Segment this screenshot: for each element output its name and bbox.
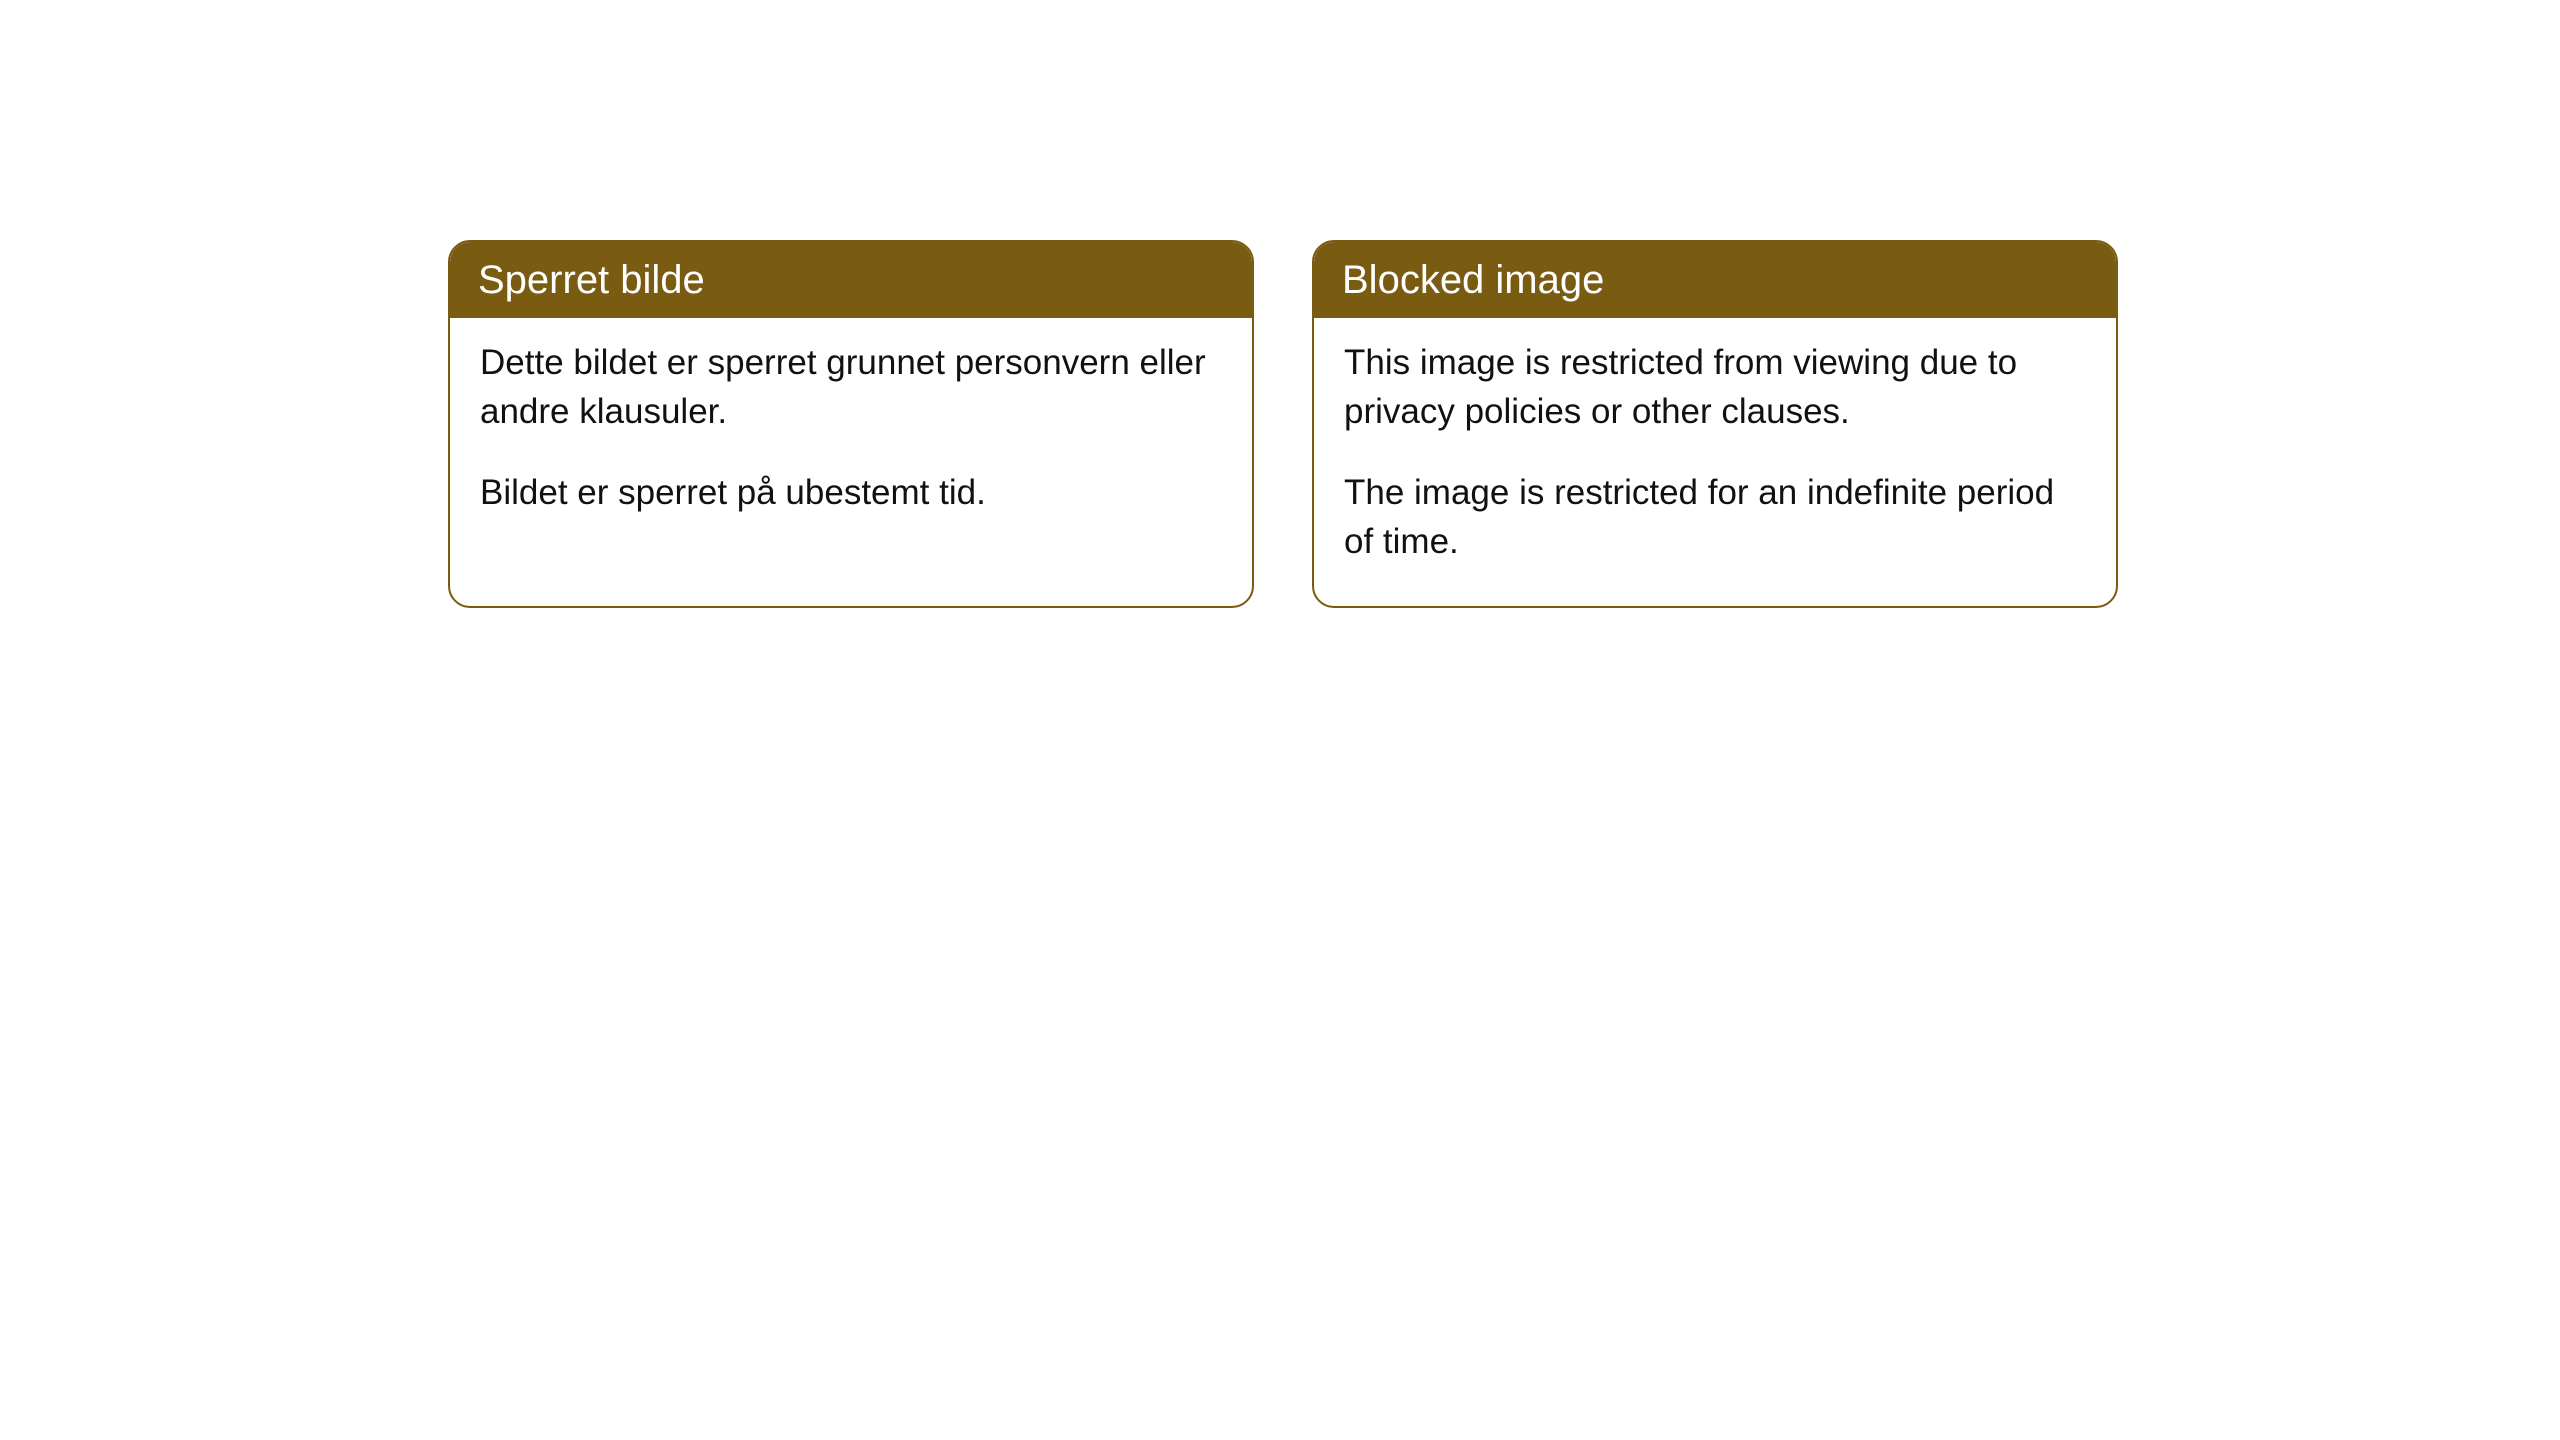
- card-title: Sperret bilde: [478, 258, 705, 302]
- card-norwegian: Sperret bilde Dette bildet er sperret gr…: [448, 240, 1254, 608]
- card-paragraph: Bildet er sperret på ubestemt tid.: [480, 468, 1222, 517]
- card-title: Blocked image: [1342, 258, 1604, 302]
- card-paragraph: Dette bildet er sperret grunnet personve…: [480, 338, 1222, 436]
- card-paragraph: This image is restricted from viewing du…: [1344, 338, 2086, 436]
- card-header: Blocked image: [1314, 242, 2116, 318]
- notice-cards-container: Sperret bilde Dette bildet er sperret gr…: [448, 240, 2118, 608]
- card-body: This image is restricted from viewing du…: [1314, 318, 2116, 606]
- card-body: Dette bildet er sperret grunnet personve…: [450, 318, 1252, 557]
- card-paragraph: The image is restricted for an indefinit…: [1344, 468, 2086, 566]
- card-english: Blocked image This image is restricted f…: [1312, 240, 2118, 608]
- card-header: Sperret bilde: [450, 242, 1252, 318]
